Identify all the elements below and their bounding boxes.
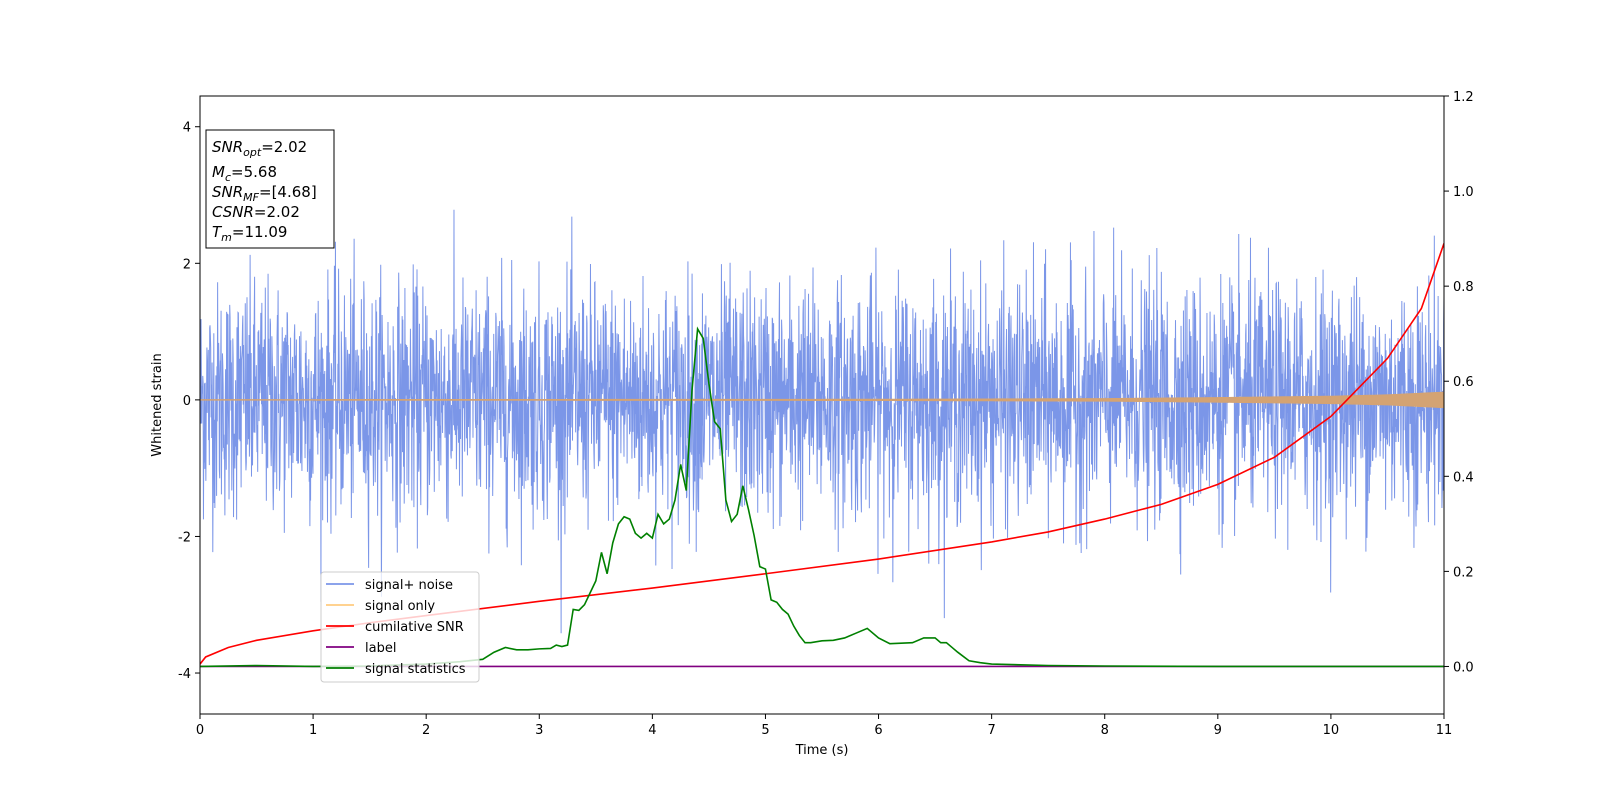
info-box: SNRopt=2.02 Mc=5.68 SNRMF=[4.68] CSNR=2.… (205, 129, 335, 249)
y2-tick-label: 1.0 (1453, 185, 1474, 200)
plot-frame (199, 95, 1445, 715)
y-tick-label: 0 (183, 394, 191, 409)
info-tm: Tm=11.09 (212, 223, 287, 244)
legend-label: cumilative SNR (365, 620, 464, 635)
y-tick-label: 2 (183, 257, 191, 272)
y-tick-label: 4 (183, 121, 191, 136)
y2-tick-label: 0.4 (1453, 470, 1474, 485)
y-tick-label: -2 (178, 530, 191, 545)
signal-statistics-line (200, 326, 1444, 668)
signal-only-series (200, 391, 1444, 409)
y2-tick-label: 0.6 (1453, 375, 1474, 390)
legend-label: signal statistics (365, 662, 466, 677)
axes: 0 1 2 3 4 5 6 7 8 9 10 11 -4 -2 0 2 4 0.0 0.2 0.4 0.6 0.8 1.0 1… (150, 90, 1474, 758)
legend: signal+ noise signal only cumilative SNR la… (320, 571, 480, 683)
x-tick-label: 0 (196, 723, 204, 738)
legend-frame (320, 571, 480, 683)
y2-tick-label: 0.0 (1453, 660, 1474, 675)
x-tick-label: 9 (1214, 723, 1222, 738)
legend-label: label (365, 641, 396, 656)
signal-only-line (200, 391, 1444, 409)
x-tick-label: 4 (648, 723, 656, 738)
info-csnr: CSNR=2.02 (212, 203, 300, 221)
info-mc: Mc=5.68 (212, 163, 277, 184)
info-snr-mf: SNRMF=[4.68] (212, 183, 317, 204)
x-tick-label: 3 (535, 723, 543, 738)
y2-tick-label: 1.2 (1453, 90, 1474, 105)
x-tick-label: 7 (987, 723, 995, 738)
x-axis-label: Time (s) (795, 743, 849, 758)
x-tick-label: 6 (874, 723, 882, 738)
signal-noise-line (200, 209, 1444, 634)
legend-label: signal+ noise (365, 578, 453, 593)
x-tick-label: 5 (761, 723, 769, 738)
signal-noise-series (200, 209, 1444, 634)
y2-tick-label: 0.2 (1453, 565, 1474, 580)
x-tick-label: 10 (1323, 723, 1340, 738)
x-tick-label: 1 (309, 723, 317, 738)
x-tick-label: 2 (422, 723, 430, 738)
info-box-frame (205, 129, 335, 249)
legend-label: signal only (365, 599, 435, 614)
x-tick-label: 8 (1101, 723, 1109, 738)
cumulative-snr-line (200, 243, 1444, 665)
y-axis-label: Whitened strain (150, 353, 165, 456)
y2-tick-label: 0.8 (1453, 280, 1474, 295)
info-snr-opt: SNRopt=2.02 (212, 138, 307, 159)
x-tick-label: 11 (1436, 723, 1453, 738)
y-tick-label: -4 (178, 667, 191, 682)
